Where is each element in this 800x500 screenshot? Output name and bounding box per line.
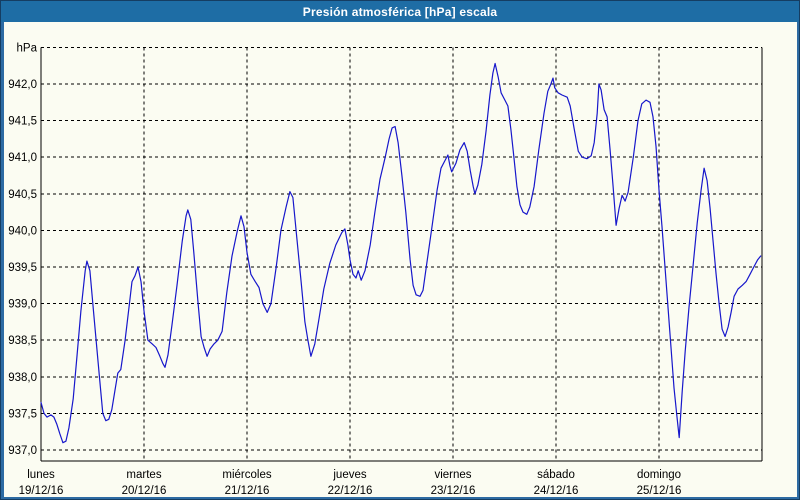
x-tick-day-label: domingo [637, 469, 681, 481]
x-tick-day-label: martes [126, 469, 161, 481]
y-tick-label: 940,5 [8, 189, 37, 201]
x-tick-date-label: 25/12/16 [637, 485, 682, 497]
x-tick-day-label: miércoles [222, 469, 271, 481]
y-tick-label: 941,0 [8, 152, 37, 164]
pressure-line [40, 62, 762, 444]
x-tick-date-label: 24/12/16 [534, 485, 579, 497]
chart-title: Presión atmosférica [hPa] escala [302, 4, 498, 19]
x-tick-date-label: 20/12/16 [122, 485, 167, 497]
x-tick-day-label: viernes [434, 469, 471, 481]
chart-title-bar: Presión atmosférica [hPa] escala [1, 1, 799, 22]
x-tick-day-label: jueves [332, 469, 366, 481]
chart-area: hPa 942,0 941,5 941,0 940,5 940,0 939,5 939,0 93… [4, 22, 797, 497]
y-tick-label: 941,5 [8, 116, 37, 128]
y-axis-unit-label: hPa [17, 42, 38, 54]
pressure-chart: hPa 942,0 941,5 941,0 940,5 940,0 939,5 939,0 93… [8, 42, 763, 497]
y-tick-label: 939,5 [8, 262, 37, 274]
y-tick-label: 938,0 [8, 372, 37, 384]
y-tick-label: 937,5 [8, 408, 37, 420]
y-tick-label: 940,0 [8, 225, 37, 237]
x-tick-day-label: lunes [27, 469, 55, 481]
x-tick-date-label: 21/12/16 [225, 485, 270, 497]
x-tick-date-label: 23/12/16 [431, 485, 476, 497]
y-tick-label: 942,0 [8, 79, 37, 91]
x-tick-day-label: sábado [537, 469, 575, 481]
y-tick-label: 939,0 [8, 299, 37, 311]
x-tick-date-label: 19/12/16 [19, 485, 64, 497]
x-tick-date-label: 22/12/16 [328, 485, 373, 497]
y-tick-label: 938,5 [8, 335, 37, 347]
y-tick-label: 937,0 [8, 445, 37, 457]
